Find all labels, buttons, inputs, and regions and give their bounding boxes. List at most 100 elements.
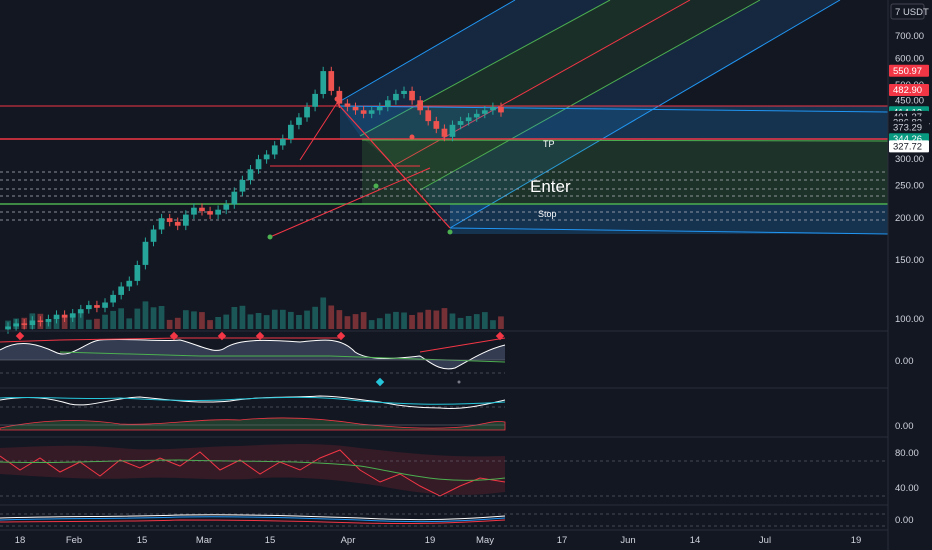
price-label-value: 550.97 xyxy=(893,66,922,77)
candle-body xyxy=(473,113,480,118)
volume-bar xyxy=(174,317,181,329)
pane2-line-cyan xyxy=(0,396,506,405)
currency-box[interactable] xyxy=(890,3,925,20)
volume-bar xyxy=(352,314,359,329)
candle-body xyxy=(312,93,318,107)
time-tick-label: 14 xyxy=(690,535,701,546)
candle-body xyxy=(280,138,286,146)
price-tick-label: 150.00 xyxy=(895,255,924,266)
candle-body xyxy=(150,229,157,242)
volume-bar xyxy=(490,320,496,329)
signal-diamond xyxy=(336,331,346,341)
time-axis[interactable]: 18 Feb 15 Mar 15 Apr 19 May 17 Jun 14 Jul 19 xyxy=(15,535,862,546)
volume-bar xyxy=(385,313,391,329)
volume-bar xyxy=(376,318,383,329)
time-tick-label: 15 xyxy=(265,535,276,546)
volume-bar xyxy=(336,310,343,329)
pane4-line-white xyxy=(0,514,506,521)
volume-bar xyxy=(5,320,11,329)
candle-body xyxy=(142,241,149,265)
volume-bar xyxy=(142,301,149,329)
volume-bar xyxy=(102,314,108,329)
price-label-value: 344.26 xyxy=(893,134,922,145)
volume-bar xyxy=(288,311,294,329)
currency-label: 7 USDT xyxy=(895,7,929,18)
volume-bar xyxy=(271,309,278,329)
candle-body xyxy=(304,106,310,118)
candle-body xyxy=(247,169,254,181)
tp-annotation: TP xyxy=(543,139,555,149)
volume-bar xyxy=(441,308,448,329)
volume-bar xyxy=(29,313,36,329)
time-tick-label: 15 xyxy=(137,535,148,546)
candle-body xyxy=(433,121,440,129)
volume-bar xyxy=(360,312,367,329)
candle-body xyxy=(457,121,464,125)
candle-body xyxy=(344,103,351,107)
price-label-box xyxy=(889,121,929,134)
volume-bar xyxy=(86,319,92,329)
candle-body xyxy=(13,323,19,327)
volume-bar xyxy=(21,317,28,330)
signal-diamond xyxy=(217,331,227,341)
pitchfork-line xyxy=(419,0,761,191)
volume-bar xyxy=(498,316,504,329)
candle-body xyxy=(158,218,165,230)
candle-body xyxy=(336,90,343,104)
candle-body xyxy=(328,71,335,91)
candle-body xyxy=(77,309,84,314)
candle-body xyxy=(441,128,448,137)
trendline-up xyxy=(269,167,431,238)
enter-annotation: Enter xyxy=(530,177,571,196)
pitchfork-green-2 xyxy=(395,0,760,190)
candle-body xyxy=(490,106,496,111)
pivot-marker xyxy=(409,134,415,140)
time-tick-label: 19 xyxy=(851,535,862,546)
oscillator-pane-2 xyxy=(0,395,506,431)
volume-bar xyxy=(126,318,133,329)
candle-body xyxy=(263,154,270,160)
indicator-panes xyxy=(0,330,888,531)
price-tick-label: 600.00 xyxy=(895,53,924,64)
volume-bar xyxy=(263,315,270,329)
volume-bar xyxy=(183,310,189,329)
volume-bar xyxy=(482,312,488,329)
volume-bar xyxy=(433,310,440,329)
volume-bar xyxy=(328,305,335,329)
candle-body xyxy=(320,71,327,94)
candle-body xyxy=(166,218,173,222)
oscillator-pane-4 xyxy=(0,513,888,527)
volume-bar xyxy=(401,312,407,329)
indicator-axis-label: 0.00 xyxy=(895,515,914,526)
candle-body xyxy=(409,90,415,101)
pitchfork-outer-blue xyxy=(337,0,610,136)
price-tick-label: 200.00 xyxy=(895,213,924,224)
volume-bar xyxy=(449,313,456,329)
volume-bar xyxy=(207,320,213,329)
volume-bar xyxy=(69,313,76,329)
volume-bar xyxy=(425,309,432,329)
candle-body xyxy=(482,110,488,114)
volume-bar xyxy=(166,319,173,329)
channel-top-line xyxy=(339,105,889,113)
signal-diamond xyxy=(495,331,505,341)
candles-layer xyxy=(5,66,504,334)
candle-body xyxy=(352,106,359,111)
candle-body xyxy=(29,320,36,325)
candle-body xyxy=(191,207,197,215)
price-tick-label: 250.00 xyxy=(895,181,924,192)
indicator-axis-label: 0.00 xyxy=(895,356,914,367)
volume-bar xyxy=(280,309,286,329)
price-tick-label: 100.00 xyxy=(895,314,924,325)
candle-body xyxy=(94,305,100,308)
time-tick-label: May xyxy=(476,535,494,546)
pitchfork-green-1 xyxy=(360,0,690,165)
range-blue-lower-zone xyxy=(450,204,888,234)
pitchfork-line xyxy=(336,0,516,104)
candle-body xyxy=(134,265,141,281)
candle-body xyxy=(239,180,246,192)
price-label-box xyxy=(889,140,929,153)
volume-bar xyxy=(191,311,197,329)
volume-bar xyxy=(37,313,44,329)
